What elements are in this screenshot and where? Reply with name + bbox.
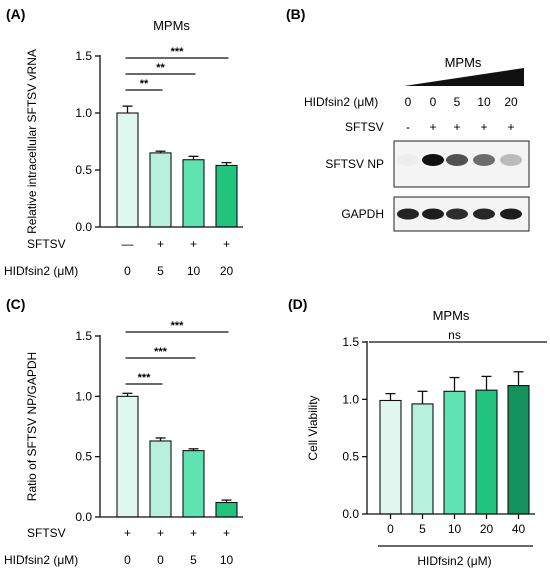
blot-band bbox=[473, 154, 495, 166]
chart-a-row-label: SFTSV bbox=[27, 237, 66, 251]
chart-a-row-value: — bbox=[122, 237, 134, 251]
blot-band-label: SFTSV NP bbox=[325, 157, 384, 171]
chart-c-row-label: HIDfsin2 (μM) bbox=[4, 553, 78, 567]
chart-d-significance-label: ns bbox=[448, 328, 461, 342]
chart-d-x-tick-label: 40 bbox=[512, 522, 526, 536]
chart-a-significance-label: ** bbox=[156, 62, 165, 74]
chart-a-significance-label: *** bbox=[171, 46, 185, 58]
blot-band bbox=[446, 208, 468, 220]
chart-a-row-label: HIDfsin2 (μM) bbox=[4, 264, 78, 278]
chart-c-y-tick-label: 0.0 bbox=[75, 510, 92, 524]
blot-band bbox=[500, 208, 522, 220]
chart-d-x-tick-label: 10 bbox=[448, 522, 462, 536]
chart-c-row-value: 10 bbox=[220, 553, 234, 567]
chart-d-y-tick-label: 0.0 bbox=[342, 507, 359, 521]
chart-a-row-value: 5 bbox=[157, 264, 164, 278]
chart-a-title: MPMs bbox=[153, 18, 190, 33]
chart-a-row-value: + bbox=[157, 237, 164, 251]
chart-a-bar bbox=[182, 159, 205, 228]
blot-row-value: 0 bbox=[405, 95, 412, 109]
chart-c-row-value: 0 bbox=[124, 553, 131, 567]
chart-a-y-tick-label: 1.0 bbox=[75, 106, 92, 120]
chart-a-row-value: + bbox=[190, 237, 197, 251]
blot-gradient-wedge bbox=[404, 68, 524, 86]
chart-a-significance-label: ** bbox=[140, 78, 149, 90]
chart-a-bar bbox=[149, 152, 172, 228]
chart-a-row-value: + bbox=[223, 237, 230, 251]
chart-d: MPMs 0.0 0.5 1.0 1.5 Cell Viability ns 0 5 10 20 40… bbox=[306, 308, 547, 568]
chart-c: 0.0 0.5 1.0 1.5 Ratio of SFTSV NP/GAPDH *** **… bbox=[4, 320, 243, 567]
chart-d-y-tick-label: 1.0 bbox=[342, 392, 359, 406]
chart-c-row-label: SFTSV bbox=[27, 526, 66, 540]
chart-d-bar bbox=[411, 403, 434, 515]
blot-row-value: 5 bbox=[454, 95, 461, 109]
chart-d-y-tick-label: 1.5 bbox=[342, 335, 359, 349]
blot-row-value: 0 bbox=[430, 95, 437, 109]
chart-d-x-label: HIDfsin2 (μM) bbox=[417, 554, 491, 568]
blot-band bbox=[422, 208, 444, 220]
blot-row-value: - bbox=[406, 120, 410, 134]
blot-row-label: SFTSV bbox=[345, 120, 384, 134]
chart-c-row-value: + bbox=[157, 526, 164, 540]
blot-band bbox=[422, 154, 444, 166]
chart-a-row-value: 20 bbox=[220, 264, 234, 278]
chart-a: MPMs 0.0 0.5 1.0 1.5 Relative intracellular S… bbox=[4, 18, 243, 278]
blot-row-value: 10 bbox=[477, 95, 491, 109]
chart-c-row-value: + bbox=[124, 526, 131, 540]
blot-row-value: + bbox=[429, 120, 436, 134]
blot-band bbox=[397, 154, 419, 166]
chart-c-y-tick-label: 1.5 bbox=[75, 329, 92, 343]
chart-d-x-tick-label: 5 bbox=[419, 522, 426, 536]
chart-c-y-tick-label: 0.5 bbox=[75, 450, 92, 464]
chart-c-bar bbox=[215, 501, 238, 518]
chart-a-bar bbox=[215, 164, 238, 228]
panel-letter-b: (B) bbox=[286, 6, 305, 22]
chart-d-title: MPMs bbox=[433, 308, 470, 323]
chart-c-row-value: + bbox=[190, 526, 197, 540]
chart-c-row-value: 5 bbox=[190, 553, 197, 567]
chart-d-y-tick-label: 0.5 bbox=[342, 450, 359, 464]
chart-c-bar bbox=[182, 450, 205, 518]
chart-a-bar bbox=[116, 112, 139, 228]
chart-c-bar bbox=[149, 440, 172, 518]
chart-d-x-tick-label: 20 bbox=[480, 522, 494, 536]
blot-band bbox=[473, 208, 495, 220]
chart-a-y-tick-label: 0.5 bbox=[75, 163, 92, 177]
chart-c-significance-label: *** bbox=[171, 320, 185, 332]
blot-band bbox=[397, 208, 419, 220]
blot-row-value: + bbox=[453, 120, 460, 134]
blot-band-label: GAPDH bbox=[341, 207, 384, 221]
chart-c-row-value: + bbox=[223, 526, 230, 540]
chart-a-y-tick-label: 1.5 bbox=[75, 49, 92, 63]
chart-c-row-value: 0 bbox=[157, 553, 164, 567]
chart-c-bar bbox=[116, 395, 139, 518]
blot-title: MPMs bbox=[445, 55, 482, 70]
panel-letter-a: (A) bbox=[6, 6, 25, 22]
blot-band bbox=[500, 154, 522, 166]
chart-c-y-tick-label: 1.0 bbox=[75, 389, 92, 403]
chart-c-significance-label: *** bbox=[154, 346, 168, 358]
chart-a-y-tick-label: 0.0 bbox=[75, 220, 92, 234]
chart-d-x-tick-label: 0 bbox=[387, 522, 394, 536]
chart-c-y-label: Ratio of SFTSV NP/GAPDH bbox=[25, 352, 39, 501]
chart-a-y-label: Relative intracellular SFTSV vRNA bbox=[25, 49, 39, 234]
western-blot-b: MPMs HIDfsin2 (μM) 0 0 5 10 20 SFTSV - + + + + SFTSV … bbox=[304, 55, 530, 232]
chart-c-significance-label: *** bbox=[138, 372, 152, 384]
chart-a-row-value: 10 bbox=[187, 264, 201, 278]
blot-row-value: 20 bbox=[504, 95, 518, 109]
chart-d-bar bbox=[379, 399, 402, 515]
chart-a-row-value: 0 bbox=[124, 264, 131, 278]
chart-d-bar bbox=[475, 389, 498, 515]
panel-letter-c: (C) bbox=[6, 296, 25, 312]
chart-d-y-label: Cell Viability bbox=[306, 395, 320, 460]
panel-letter-d: (D) bbox=[288, 296, 307, 312]
blot-row-value: + bbox=[507, 120, 514, 134]
blot-row-value: + bbox=[480, 120, 487, 134]
chart-d-bar bbox=[443, 390, 466, 515]
chart-d-bar bbox=[507, 385, 530, 515]
blot-row-label: HIDfsin2 (μM) bbox=[304, 95, 378, 109]
blot-band bbox=[446, 154, 468, 166]
